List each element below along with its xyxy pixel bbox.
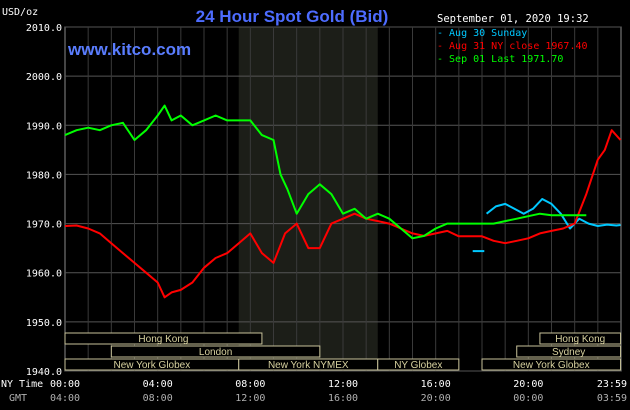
x-tick-label-gmt: 00:00 <box>513 393 543 404</box>
x-tick-label-gmt: 16:00 <box>328 393 358 404</box>
session-label: New York Globex <box>513 360 590 371</box>
legend-entry: - Aug 30 Sunday <box>437 28 527 39</box>
legend-entry: - Aug 31 NY close 1967.40 <box>437 41 588 52</box>
x-tick-label-ny: 08:00 <box>235 379 265 390</box>
x-tick-label-gmt: 20:00 <box>421 393 451 404</box>
x-tick-label-ny: 16:00 <box>421 379 451 390</box>
trading-sessions: Hong Kong Hong Kong London Sydney New York G… <box>64 332 622 371</box>
session-bar <box>64 332 263 345</box>
y-tick-label: 1950.0 <box>26 318 62 329</box>
y-tick-label: 1960.0 <box>26 269 62 280</box>
y-tick-label: 1970.0 <box>26 220 62 231</box>
x-tick-label-ny: 00:00 <box>50 379 80 390</box>
y-tick-label: 1990.0 <box>26 121 62 132</box>
series-lines <box>64 104 622 299</box>
y-tick-label: 2010.0 <box>26 23 62 34</box>
y-tick-label: 1980.0 <box>26 170 62 181</box>
x-row-label-ny: NY Time <box>1 379 43 390</box>
nymex-session-band <box>238 27 378 371</box>
x-tick-label-ny: 04:00 <box>143 379 173 390</box>
session-label: Hong Kong <box>555 334 605 345</box>
x-tick-label-ny: 12:00 <box>328 379 358 390</box>
session-bar <box>377 358 460 371</box>
chart-title: 24 Hour Spot Gold (Bid) <box>196 7 389 26</box>
y-tick-label: 2000.0 <box>26 72 62 83</box>
legend: - Aug 30 Sunday - Aug 31 NY close 1967.40… <box>437 28 588 65</box>
y-unit-label: USD/oz <box>2 7 38 18</box>
session-bar <box>539 332 622 345</box>
chart-timestamp: September 01, 2020 19:32 <box>437 13 589 25</box>
session-bar <box>516 345 622 358</box>
series-line-2 <box>64 104 587 240</box>
session-label: NY Globex <box>394 360 442 371</box>
session-label: Sydney <box>552 347 585 358</box>
x-tick-label-gmt: 04:00 <box>50 393 80 404</box>
session-bar <box>481 358 622 371</box>
x-row-label-gmt: GMT <box>9 393 27 404</box>
x-tick-label-ny: 23:59 <box>597 379 627 390</box>
x-tick-label-gmt: 08:00 <box>143 393 173 404</box>
session-bar <box>110 345 321 358</box>
y-tick-label: 1940.0 <box>26 367 62 378</box>
session-label: Hong Kong <box>138 334 188 345</box>
session-label: London <box>199 347 232 358</box>
x-tick-label-ny: 20:00 <box>513 379 543 390</box>
series-line-0 <box>485 198 621 230</box>
watermark-url: www.kitco.com <box>67 40 191 59</box>
y-axis-ticks: 2010.0 2000.0 1990.0 1980.0 1970.0 1960.0 1950… <box>26 23 62 378</box>
x-tick-label-gmt: 03:59 <box>597 393 627 404</box>
series-line-1 <box>64 129 622 299</box>
grid-lines <box>65 26 621 372</box>
session-label: New York NYMEX <box>268 360 349 371</box>
x-axis-ticks: 00:00 04:00 04:00 08:00 08:00 12:00 12:00 16:00… <box>50 379 627 404</box>
session-label: New York Globex <box>114 360 191 371</box>
x-tick-label-gmt: 12:00 <box>235 393 265 404</box>
legend-entry: - Sep 01 Last 1971.70 <box>437 54 563 65</box>
